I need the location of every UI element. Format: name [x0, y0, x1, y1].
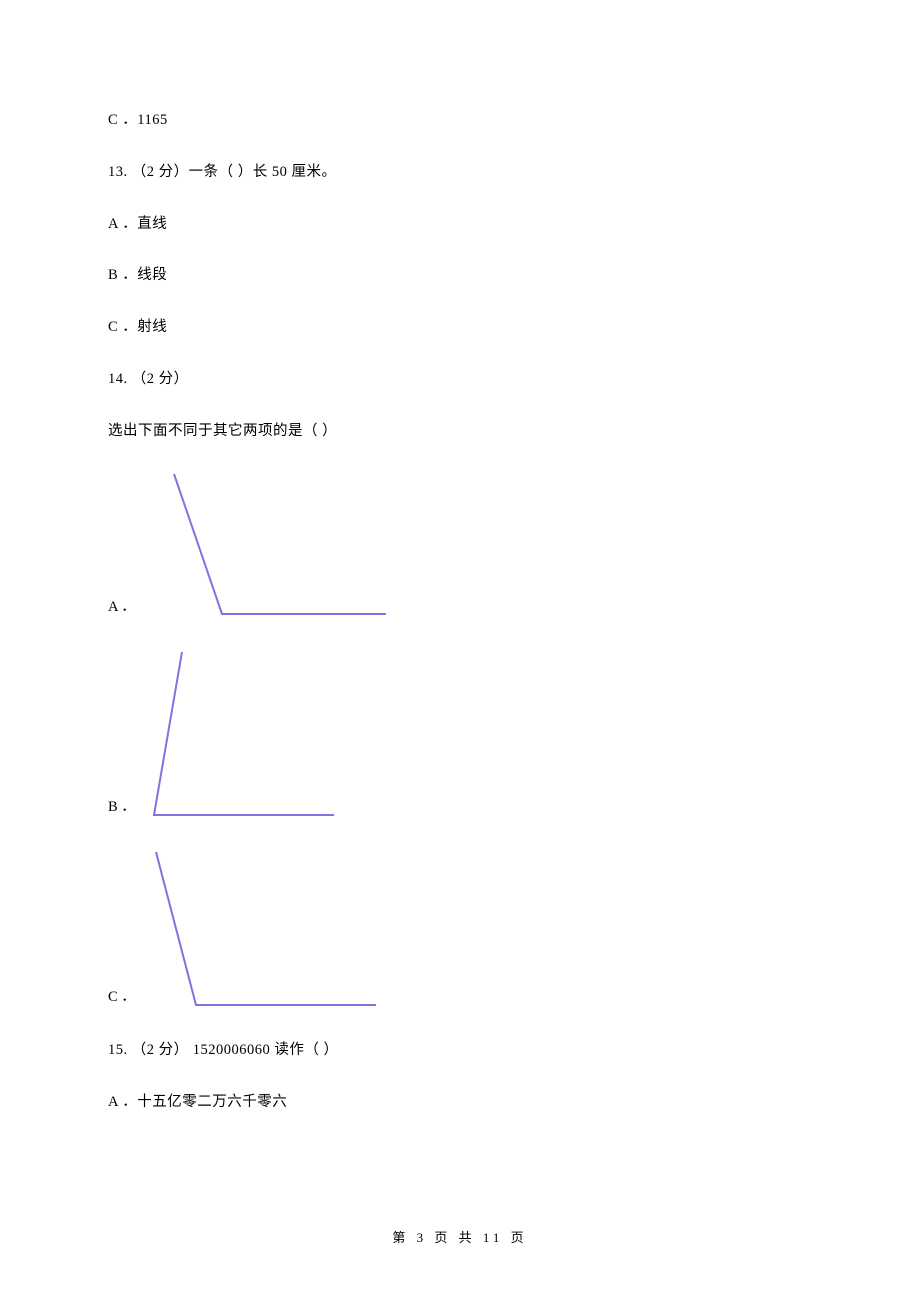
q13-option-c: C ．射线 — [108, 317, 812, 339]
q14-figure-c — [144, 850, 380, 1010]
q13-stem: 13. （2 分）一条（ ）长 50 厘米。 — [108, 162, 812, 184]
q14-option-a-row: A ． — [108, 472, 812, 620]
q14-option-c-row: C ． — [108, 850, 812, 1010]
page-content: C ．1165 13. （2 分）一条（ ）长 50 厘米。 A ．直线 B ．… — [0, 0, 920, 1114]
q14-figure-a-polyline — [174, 474, 386, 614]
q14-header: 14. （2 分） — [108, 369, 812, 391]
q14-option-c-label: C ． — [108, 987, 136, 1011]
q14-figure-a — [144, 472, 390, 620]
page-footer: 第 3 页 共 11 页 — [0, 1227, 920, 1246]
q14-option-a-label: A ． — [108, 597, 136, 621]
q14-stem: 选出下面不同于其它两项的是（ ） — [108, 421, 812, 443]
q14-option-b-label: B ． — [108, 797, 136, 821]
q14-figure-c-polyline — [156, 852, 376, 1005]
q14-option-b-row: B ． — [108, 650, 812, 820]
q15-stem: 15. （2 分） 1520006060 读作（ ） — [108, 1040, 812, 1062]
q15-option-a: A ．十五亿零二万六千零六 — [108, 1092, 812, 1114]
q13-option-b: B ．线段 — [108, 265, 812, 287]
q12-option-c: C ．1165 — [108, 110, 812, 132]
q14-figure-b — [144, 650, 340, 820]
q13-option-a: A ．直线 — [108, 214, 812, 236]
q14-figure-b-polyline — [154, 652, 334, 815]
